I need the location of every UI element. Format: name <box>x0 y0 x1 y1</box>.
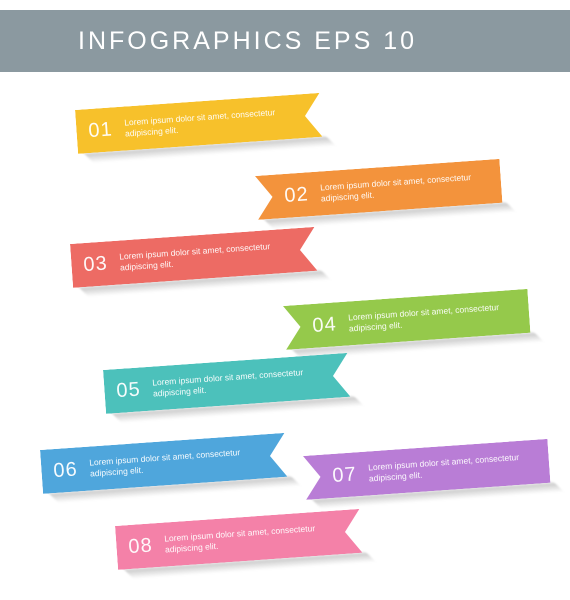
ribbon-text: Lorem ipsum dolor sit amet, consectetur … <box>164 521 334 556</box>
ribbon-01: 01 Lorem ipsum dolor sit amet, consectetu… <box>75 93 322 154</box>
ribbon-text: Lorem ipsum dolor sit amet, consectetur … <box>119 239 289 274</box>
ribbon-number: 08 <box>128 534 154 559</box>
ribbon-number: 05 <box>116 378 142 403</box>
ribbon-text: Lorem ipsum dolor sit amet, consectetur … <box>152 365 322 400</box>
infographic-canvas: 01 Lorem ipsum dolor sit amet, consectetu… <box>0 0 570 600</box>
ribbon-text: Lorem ipsum dolor sit amet, consectetur … <box>368 450 538 485</box>
ribbon-04: 04 Lorem ipsum dolor sit amet, consectetu… <box>283 289 530 350</box>
ribbon-text: Lorem ipsum dolor sit amet, consectetur … <box>348 300 518 335</box>
ribbon-number: 06 <box>53 458 79 483</box>
ribbon-text: Lorem ipsum dolor sit amet, consectetur … <box>89 445 259 480</box>
ribbon-07: 07 Lorem ipsum dolor sit amet, consectetu… <box>303 439 550 500</box>
ribbon-03: 03 Lorem ipsum dolor sit amet, consectetu… <box>70 227 317 288</box>
ribbon-number: 07 <box>332 463 358 488</box>
ribbon-08: 08 Lorem ipsum dolor sit amet, consectetu… <box>115 509 362 570</box>
ribbon-number: 01 <box>88 118 114 143</box>
ribbon-text: Lorem ipsum dolor sit amet, consectetur … <box>320 170 490 205</box>
ribbon-text: Lorem ipsum dolor sit amet, consectetur … <box>124 105 294 140</box>
ribbon-number: 03 <box>83 252 109 277</box>
ribbon-06: 06 Lorem ipsum dolor sit amet, consectetu… <box>40 433 287 494</box>
ribbon-02: 02 Lorem ipsum dolor sit amet, consectetu… <box>255 159 502 220</box>
ribbon-05: 05 Lorem ipsum dolor sit amet, consectetu… <box>103 353 350 414</box>
ribbon-number: 04 <box>312 313 338 338</box>
ribbon-number: 02 <box>284 183 310 208</box>
